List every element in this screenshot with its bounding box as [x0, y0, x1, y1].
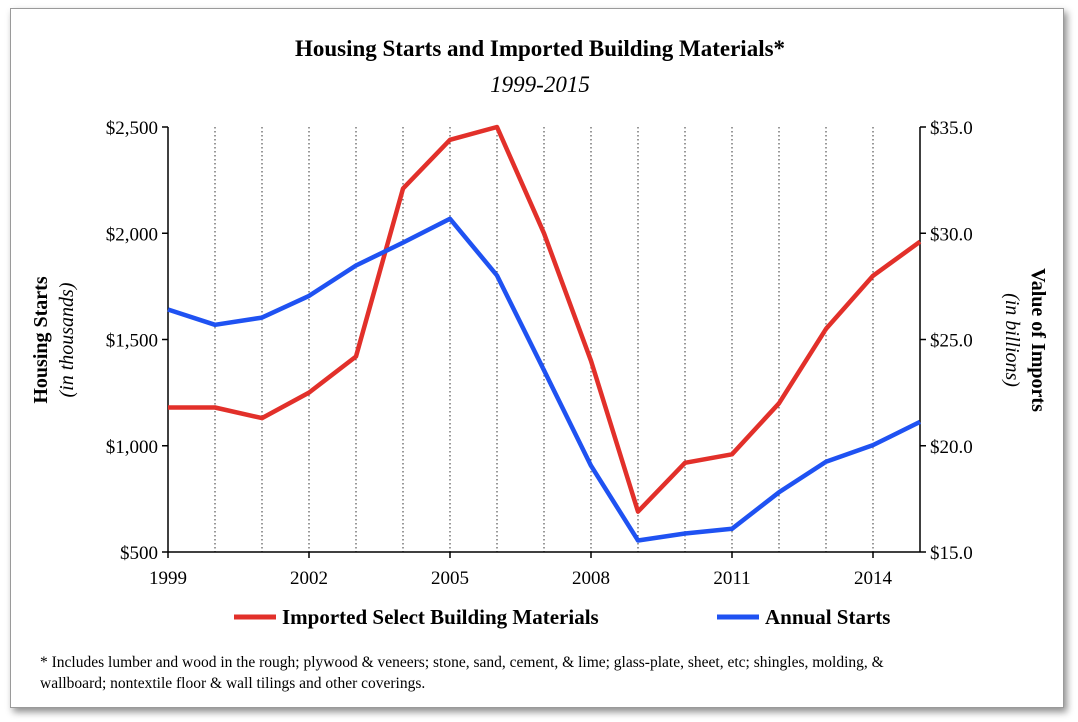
- x-tick-label: 2002: [290, 568, 328, 589]
- left-axis-ticks: $500 $1,000 $1,500 $2,000 $2,500: [106, 118, 168, 564]
- chart-title: Housing Starts and Imported Building Mat…: [295, 36, 785, 61]
- series-line-starts: [167, 216, 921, 543]
- x-axis-ticks: 1999 2002 2005 2008 2011 2014: [149, 552, 893, 589]
- x-tick-label: 2011: [713, 568, 750, 589]
- right-tick-label: $25.0: [930, 331, 973, 352]
- x-tick-label: 1999: [149, 568, 187, 589]
- left-axis-sublabel: (in thousands): [56, 282, 78, 397]
- footnote: * Includes lumber and wood in the rough;…: [40, 654, 884, 692]
- left-tick-label: $2,000: [106, 224, 158, 245]
- right-axis-label: Value of Imports: [1027, 268, 1049, 412]
- right-tick-label: $35.0: [930, 118, 973, 139]
- x-tick-label: 2014: [854, 568, 893, 589]
- left-tick-label: $2,500: [106, 118, 158, 139]
- left-tick-label: $500: [120, 543, 158, 564]
- right-axis-ticks: $15.0 $20.0 $25.0 $30.0 $35.0: [920, 118, 973, 564]
- right-axis-sublabel: (in billions): [1001, 293, 1023, 387]
- legend: Imported Select Building Materials Annua…: [234, 605, 890, 629]
- x-tick-label: 2008: [572, 568, 610, 589]
- right-tick-label: $30.0: [930, 224, 973, 245]
- left-tick-label: $1,500: [106, 331, 158, 352]
- right-tick-label: $15.0: [930, 543, 973, 564]
- series-lines: [167, 124, 922, 543]
- left-tick-label: $1,000: [106, 437, 158, 458]
- x-tick-label: 2005: [431, 568, 469, 589]
- legend-label-starts: Annual Starts: [765, 605, 890, 629]
- legend-label-imports: Imported Select Building Materials: [282, 605, 599, 629]
- vertical-gridlines: [214, 127, 874, 552]
- chart-subtitle: 1999-2015: [490, 72, 590, 97]
- right-tick-label: $20.0: [930, 437, 973, 458]
- series-line-imports: [168, 124, 922, 514]
- left-axis-label: Housing Starts: [30, 276, 52, 403]
